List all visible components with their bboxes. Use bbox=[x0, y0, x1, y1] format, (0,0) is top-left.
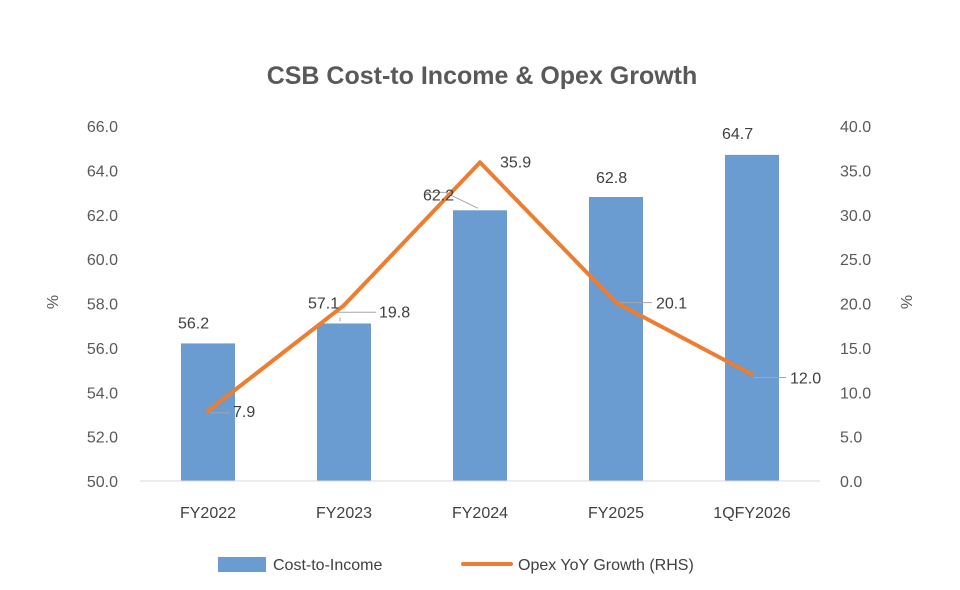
y-left-tick-label: 50.0 bbox=[87, 474, 118, 491]
y-right-tick-label: 0.0 bbox=[840, 474, 862, 491]
bar-data-labels: 56.2 57.1 62.2 62.8 64.7 bbox=[178, 126, 753, 333]
x-tick-label: FY2025 bbox=[588, 505, 644, 522]
line-point bbox=[206, 408, 210, 413]
y-axis-right-ticks: 0.0 5.0 10.0 15.0 20.0 25.0 30.0 35.0 40.0 bbox=[840, 119, 871, 491]
line-data-labels: 7.9 19.8 35.9 20.1 12.0 bbox=[233, 154, 821, 421]
line-value-label: 12.0 bbox=[790, 371, 821, 388]
bar-series bbox=[181, 154, 779, 481]
line-value-label: 7.9 bbox=[233, 404, 255, 421]
x-tick-label: FY2023 bbox=[316, 505, 372, 522]
line-value-label: 20.1 bbox=[656, 296, 687, 313]
y-right-tick-label: 20.0 bbox=[840, 297, 871, 314]
line-value-label: 19.8 bbox=[379, 304, 410, 321]
y-left-tick-label: 60.0 bbox=[87, 252, 118, 269]
legend-bar-swatch bbox=[218, 557, 266, 572]
legend-line-label: Opex YoY Growth (RHS) bbox=[518, 557, 694, 574]
bar-value-label: 57.1 bbox=[308, 295, 339, 312]
y-right-tick-label: 5.0 bbox=[840, 430, 862, 447]
y-right-tick-label: 35.0 bbox=[840, 163, 871, 180]
line-point bbox=[750, 372, 754, 377]
y-left-tick-label: 56.0 bbox=[87, 341, 118, 358]
bar-value-label: 56.2 bbox=[178, 315, 209, 332]
x-tick-label: 1QFY2026 bbox=[713, 505, 790, 522]
bar-value-label: 64.7 bbox=[722, 126, 753, 143]
line-point bbox=[478, 160, 482, 165]
legend: Cost-to-Income Opex YoY Growth (RHS) bbox=[218, 557, 694, 574]
y-axis-left-title: % bbox=[45, 295, 62, 309]
bar-fy2025 bbox=[589, 197, 643, 481]
line-value-label: 35.9 bbox=[500, 154, 531, 171]
legend-bar-label: Cost-to-Income bbox=[273, 557, 382, 574]
bar-1qfy2026 bbox=[725, 154, 779, 481]
y-right-tick-label: 40.0 bbox=[840, 119, 871, 136]
y-left-tick-label: 52.0 bbox=[87, 430, 118, 447]
x-tick-label: FY2024 bbox=[452, 505, 508, 522]
y-left-tick-label: 62.0 bbox=[87, 208, 118, 225]
x-tick-label: FY2022 bbox=[180, 505, 236, 522]
leader-lines bbox=[210, 191, 786, 414]
y-axis-left-ticks: 50.0 52.0 54.0 56.0 58.0 60.0 62.0 64.0 66.0 bbox=[87, 119, 118, 491]
y-left-tick-label: 66.0 bbox=[87, 119, 118, 136]
y-right-tick-label: 25.0 bbox=[840, 252, 871, 269]
line-point bbox=[614, 300, 618, 305]
bar-value-label: 62.2 bbox=[423, 187, 454, 204]
bar-fy2023 bbox=[317, 323, 371, 481]
x-axis-ticks: FY2022 FY2023 FY2024 FY2025 1QFY2026 bbox=[180, 505, 791, 522]
y-right-tick-label: 15.0 bbox=[840, 341, 871, 358]
y-axis-right-title: % bbox=[899, 295, 916, 309]
y-right-tick-label: 30.0 bbox=[840, 208, 871, 225]
y-left-tick-label: 58.0 bbox=[87, 297, 118, 314]
line-series bbox=[206, 160, 754, 413]
bar-fy2024 bbox=[453, 210, 507, 481]
chart-title: CSB Cost-to Income & Opex Growth bbox=[267, 62, 698, 90]
y-left-tick-label: 64.0 bbox=[87, 163, 118, 180]
y-left-tick-label: 54.0 bbox=[87, 385, 118, 402]
bar-value-label: 62.8 bbox=[596, 170, 627, 187]
line-point bbox=[342, 303, 346, 308]
y-right-tick-label: 10.0 bbox=[840, 385, 871, 402]
